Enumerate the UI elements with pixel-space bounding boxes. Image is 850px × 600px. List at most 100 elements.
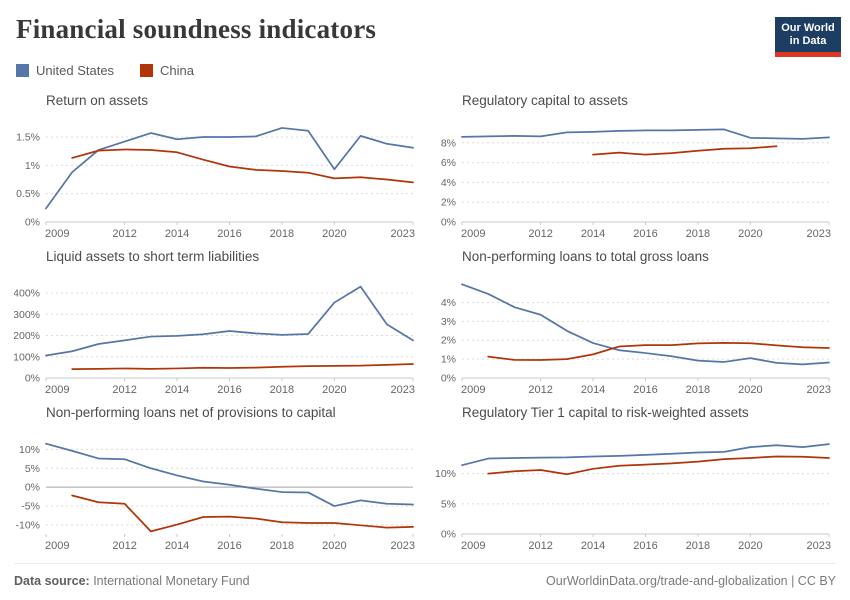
svg-text:2016: 2016: [217, 384, 241, 396]
svg-text:2014: 2014: [165, 228, 189, 240]
svg-text:200%: 200%: [14, 330, 40, 342]
chart-npl-net-provisions: Non-performing loans net of provisions t…: [14, 404, 420, 554]
svg-text:2018: 2018: [270, 228, 294, 240]
svg-text:3%: 3%: [441, 316, 456, 328]
svg-text:8%: 8%: [441, 137, 456, 149]
data-source-label: Data source:: [14, 574, 90, 588]
svg-text:-10%: -10%: [15, 519, 40, 531]
chart-title: Return on assets: [46, 93, 149, 108]
line-plot: -10% -5% 0% 5% 10% 2009 2012 2014 2016 2018 2020 20…: [15, 442, 415, 552]
svg-text:2023: 2023: [807, 384, 831, 396]
svg-text:-5%: -5%: [21, 501, 40, 513]
svg-text:1.5%: 1.5%: [16, 132, 40, 144]
svg-text:2020: 2020: [738, 384, 762, 396]
chart-regulatory-capital-to-assets: Regulatory capital to assets 0% 2% 4% 6% 8% 2…: [430, 92, 836, 242]
svg-text:2020: 2020: [738, 228, 762, 240]
svg-text:0%: 0%: [441, 529, 456, 541]
chart-title: Non-performing loans to total gross loan…: [462, 249, 709, 264]
svg-text:2012: 2012: [112, 384, 136, 396]
chart-title: Regulatory capital to assets: [462, 93, 628, 108]
svg-text:2023: 2023: [391, 228, 415, 240]
svg-text:2023: 2023: [391, 540, 415, 552]
chart-liquid-assets: Liquid assets to short term liabilities …: [14, 248, 420, 398]
legend-label: United States: [36, 63, 115, 78]
svg-text:2009: 2009: [461, 384, 485, 396]
line-plot: 0% 5% 10% 2009 2012 2014 2016 2018 2020 2023: [435, 443, 831, 552]
svg-text:2020: 2020: [322, 384, 346, 396]
svg-text:4%: 4%: [441, 177, 456, 189]
svg-text:6%: 6%: [441, 157, 456, 169]
footer: Data source: International Monetary Fund…: [14, 563, 836, 588]
svg-text:2014: 2014: [165, 384, 189, 396]
svg-text:0%: 0%: [25, 217, 40, 229]
svg-text:2012: 2012: [528, 228, 552, 240]
credit-link[interactable]: OurWorldinData.org/trade-and-globalizati…: [546, 574, 836, 588]
svg-text:5%: 5%: [441, 498, 456, 510]
svg-text:2014: 2014: [165, 540, 189, 552]
page-title: Financial soundness indicators: [16, 14, 377, 44]
united-states-swatch: [16, 64, 29, 77]
svg-text:0%: 0%: [25, 482, 40, 494]
svg-text:2023: 2023: [807, 228, 831, 240]
svg-text:2016: 2016: [217, 540, 241, 552]
china-swatch: [140, 64, 154, 77]
svg-text:2009: 2009: [461, 540, 485, 552]
svg-text:400%: 400%: [14, 288, 40, 300]
svg-text:2012: 2012: [112, 228, 136, 240]
chart-return-on-assets: Return on assets 0% 0.5% 1% 1.5% 2009 2012 201…: [14, 92, 420, 242]
line-plot: 0% 1% 2% 3% 4% 2009 2012 2014 2016 2018 2020 2023: [441, 283, 831, 396]
svg-text:2009: 2009: [461, 228, 485, 240]
legend: United States China: [16, 63, 836, 78]
owid-logo: Our World in Data: [775, 17, 841, 57]
svg-text:300%: 300%: [14, 309, 40, 321]
svg-text:2016: 2016: [633, 228, 657, 240]
svg-text:2%: 2%: [441, 335, 456, 347]
line-plot: 0% 100% 200% 300% 400% 2009 2012 2014 2016 2018 20…: [14, 285, 415, 396]
svg-text:2012: 2012: [112, 540, 136, 552]
svg-text:2020: 2020: [738, 540, 762, 552]
svg-text:2014: 2014: [581, 228, 605, 240]
svg-text:1%: 1%: [25, 160, 40, 172]
owid-logo-line2: in Data: [789, 35, 827, 47]
svg-text:100%: 100%: [14, 351, 40, 363]
svg-text:0.5%: 0.5%: [16, 188, 40, 200]
line-plot: 0% 0.5% 1% 1.5% 2009 2012 2014 2016 2018 2020 2023: [16, 127, 415, 240]
svg-text:0%: 0%: [441, 217, 456, 229]
line-plot: 0% 2% 4% 6% 8% 2009 2012 2014 2016 2018 2020 2023: [441, 128, 831, 240]
svg-text:0%: 0%: [25, 373, 40, 385]
svg-text:10%: 10%: [435, 468, 456, 480]
svg-text:1%: 1%: [441, 354, 456, 366]
svg-text:2012: 2012: [528, 384, 552, 396]
svg-text:4%: 4%: [441, 297, 456, 309]
svg-text:2018: 2018: [686, 384, 710, 396]
svg-text:2020: 2020: [322, 540, 346, 552]
chart-title: Liquid assets to short term liabilities: [46, 249, 260, 264]
legend-item-china: China: [140, 63, 194, 78]
svg-text:2023: 2023: [391, 384, 415, 396]
svg-text:2016: 2016: [633, 384, 657, 396]
svg-text:2023: 2023: [807, 540, 831, 552]
svg-text:2%: 2%: [441, 197, 456, 209]
legend-label: China: [160, 63, 195, 78]
owid-logo-line1: Our World: [781, 22, 835, 34]
chart-title: Regulatory Tier 1 capital to risk-weight…: [462, 405, 749, 420]
legend-item-united-states: United States: [16, 63, 114, 78]
chart-title: Non-performing loans net of provisions t…: [46, 405, 336, 420]
chart-npl-gross-loans: Non-performing loans to total gross loan…: [430, 248, 836, 398]
svg-text:2016: 2016: [633, 540, 657, 552]
svg-text:5%: 5%: [25, 463, 40, 475]
svg-text:2009: 2009: [45, 228, 69, 240]
svg-text:2016: 2016: [217, 228, 241, 240]
svg-text:2014: 2014: [581, 384, 605, 396]
svg-text:2009: 2009: [45, 540, 69, 552]
svg-text:2020: 2020: [322, 228, 346, 240]
svg-text:2018: 2018: [270, 384, 294, 396]
svg-text:2012: 2012: [528, 540, 552, 552]
chart-tier1-capital: Regulatory Tier 1 capital to risk-weight…: [430, 404, 836, 554]
svg-text:2018: 2018: [270, 540, 294, 552]
charts-grid: Return on assets 0% 0.5% 1% 1.5% 2009 2012 201…: [14, 92, 836, 554]
data-source-value: International Monetary Fund: [89, 574, 250, 588]
svg-text:0%: 0%: [441, 373, 456, 385]
data-source: Data source: International Monetary Fund: [14, 574, 250, 588]
